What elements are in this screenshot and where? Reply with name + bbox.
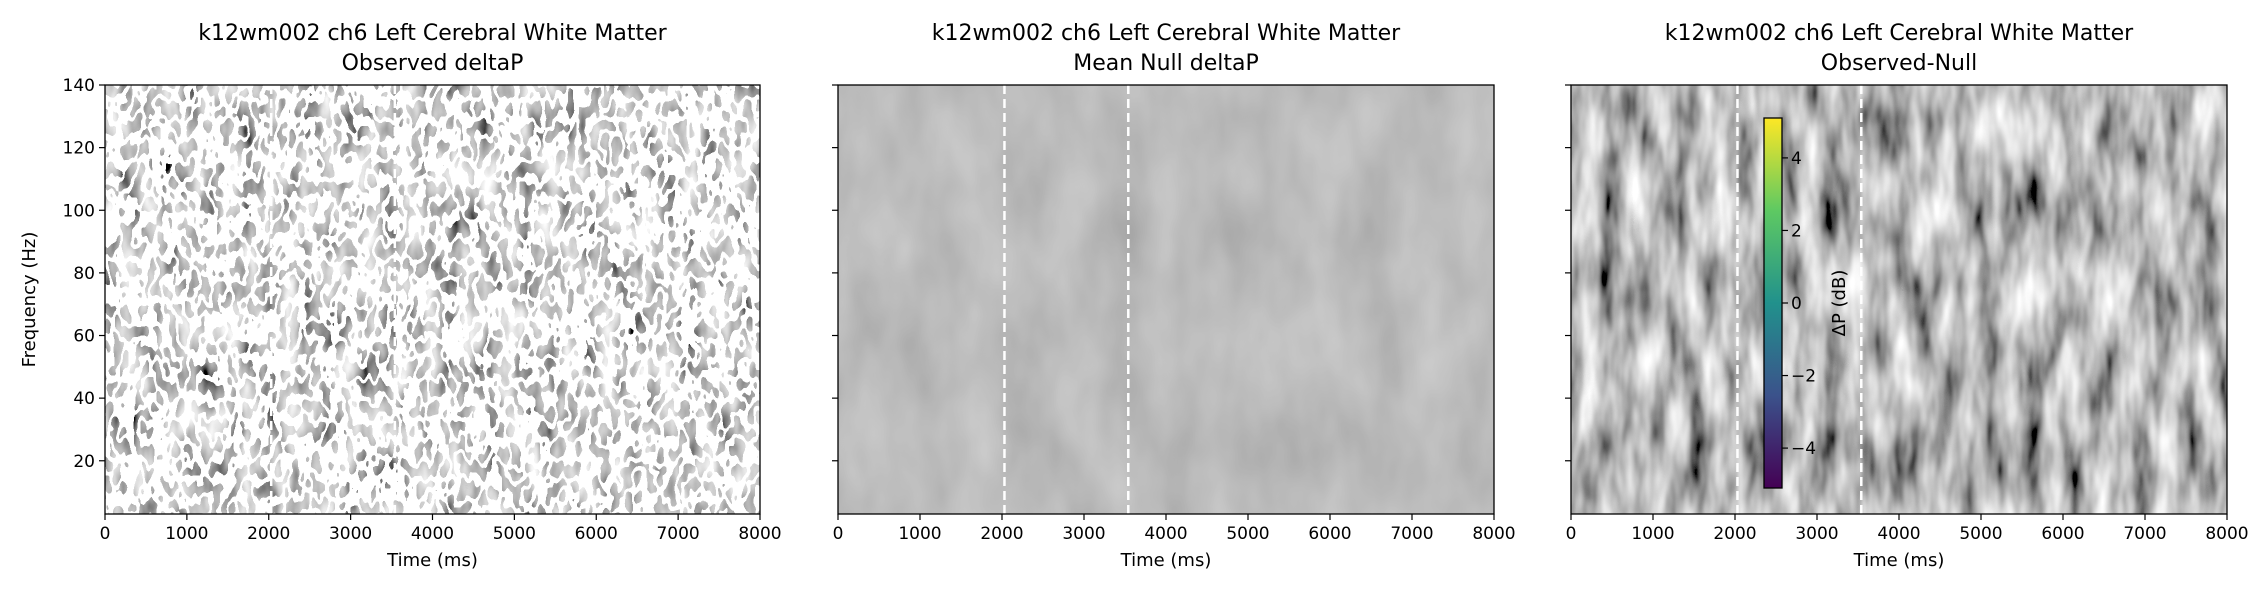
colorbar-tick-label: −4: [1791, 439, 1816, 459]
x-tick-label: 2000: [247, 524, 290, 544]
x-tick-label: 7000: [656, 524, 699, 544]
panel: k12wm002 ch6 Left Cerebral White Matter O…: [19, 21, 782, 571]
x-tick-label: 3000: [1062, 524, 1105, 544]
x-tick-label: 8000: [2205, 524, 2248, 544]
chart-title: k12wm002 ch6 Left Cerebral White Matter: [198, 21, 667, 46]
x-tick-label: 6000: [2041, 524, 2084, 544]
heatmap-image: [1571, 85, 2227, 514]
x-tick-label: 4000: [1877, 524, 1920, 544]
x-tick-label: 8000: [1472, 524, 1515, 544]
x-tick-label: 4000: [1144, 524, 1187, 544]
x-tick-label: 1000: [898, 524, 941, 544]
y-tick-label: 100: [63, 201, 95, 221]
y-tick-label: 120: [63, 139, 95, 159]
x-tick-label: 3000: [1795, 524, 1838, 544]
x-tick-label: 3000: [329, 524, 372, 544]
colorbar-tick-label: 4: [1791, 149, 1802, 169]
y-tick-label: 140: [63, 76, 95, 96]
panel: k12wm002 ch6 Left Cerebral White Matter M…: [832, 21, 1516, 571]
x-tick-label: 0: [833, 524, 844, 544]
chart-title: k12wm002 ch6 Left Cerebral White Matter: [932, 21, 1401, 46]
y-tick-label: 60: [73, 327, 95, 347]
colorbar-tick-label: 0: [1791, 294, 1802, 314]
x-axis-label: Time (ms): [1120, 550, 1212, 571]
x-tick-label: 2000: [980, 524, 1023, 544]
colorbar-label: ΔP (dB): [1829, 270, 1850, 337]
x-axis-label: Time (ms): [1853, 550, 1945, 571]
y-tick-label: 80: [73, 264, 95, 284]
x-tick-label: 7000: [1390, 524, 1433, 544]
x-tick-label: 0: [100, 524, 111, 544]
x-axis-label: Time (ms): [386, 550, 478, 571]
x-tick-label: 6000: [575, 524, 618, 544]
y-axis-label: Frequency (Hz): [19, 232, 40, 368]
colorbar-tick-label: −2: [1791, 367, 1816, 387]
heatmap-image: [838, 85, 1494, 514]
x-tick-label: 6000: [1308, 524, 1351, 544]
panel: k12wm002 ch6 Left Cerebral White Matter O…: [1565, 21, 2249, 571]
x-tick-label: 5000: [493, 524, 536, 544]
x-tick-label: 7000: [2123, 524, 2166, 544]
x-tick-label: 1000: [1631, 524, 1674, 544]
heatmap-image: [105, 85, 760, 514]
x-tick-label: 0: [1566, 524, 1577, 544]
chart-subtitle: Observed-Null: [1821, 51, 1977, 76]
x-tick-label: 5000: [1959, 524, 2002, 544]
y-tick-label: 40: [73, 389, 95, 409]
chart-subtitle: Mean Null deltaP: [1073, 51, 1259, 76]
colorbar-tick-label: 2: [1791, 221, 1802, 241]
chart-subtitle: Observed deltaP: [342, 51, 524, 76]
y-tick-label: 20: [73, 452, 95, 472]
x-tick-label: 5000: [1226, 524, 1269, 544]
x-tick-label: 4000: [411, 524, 454, 544]
colorbar: [1763, 117, 1783, 489]
x-tick-label: 8000: [738, 524, 781, 544]
x-tick-label: 2000: [1713, 524, 1756, 544]
x-tick-label: 1000: [165, 524, 208, 544]
chart-title: k12wm002 ch6 Left Cerebral White Matter: [1665, 21, 2134, 46]
